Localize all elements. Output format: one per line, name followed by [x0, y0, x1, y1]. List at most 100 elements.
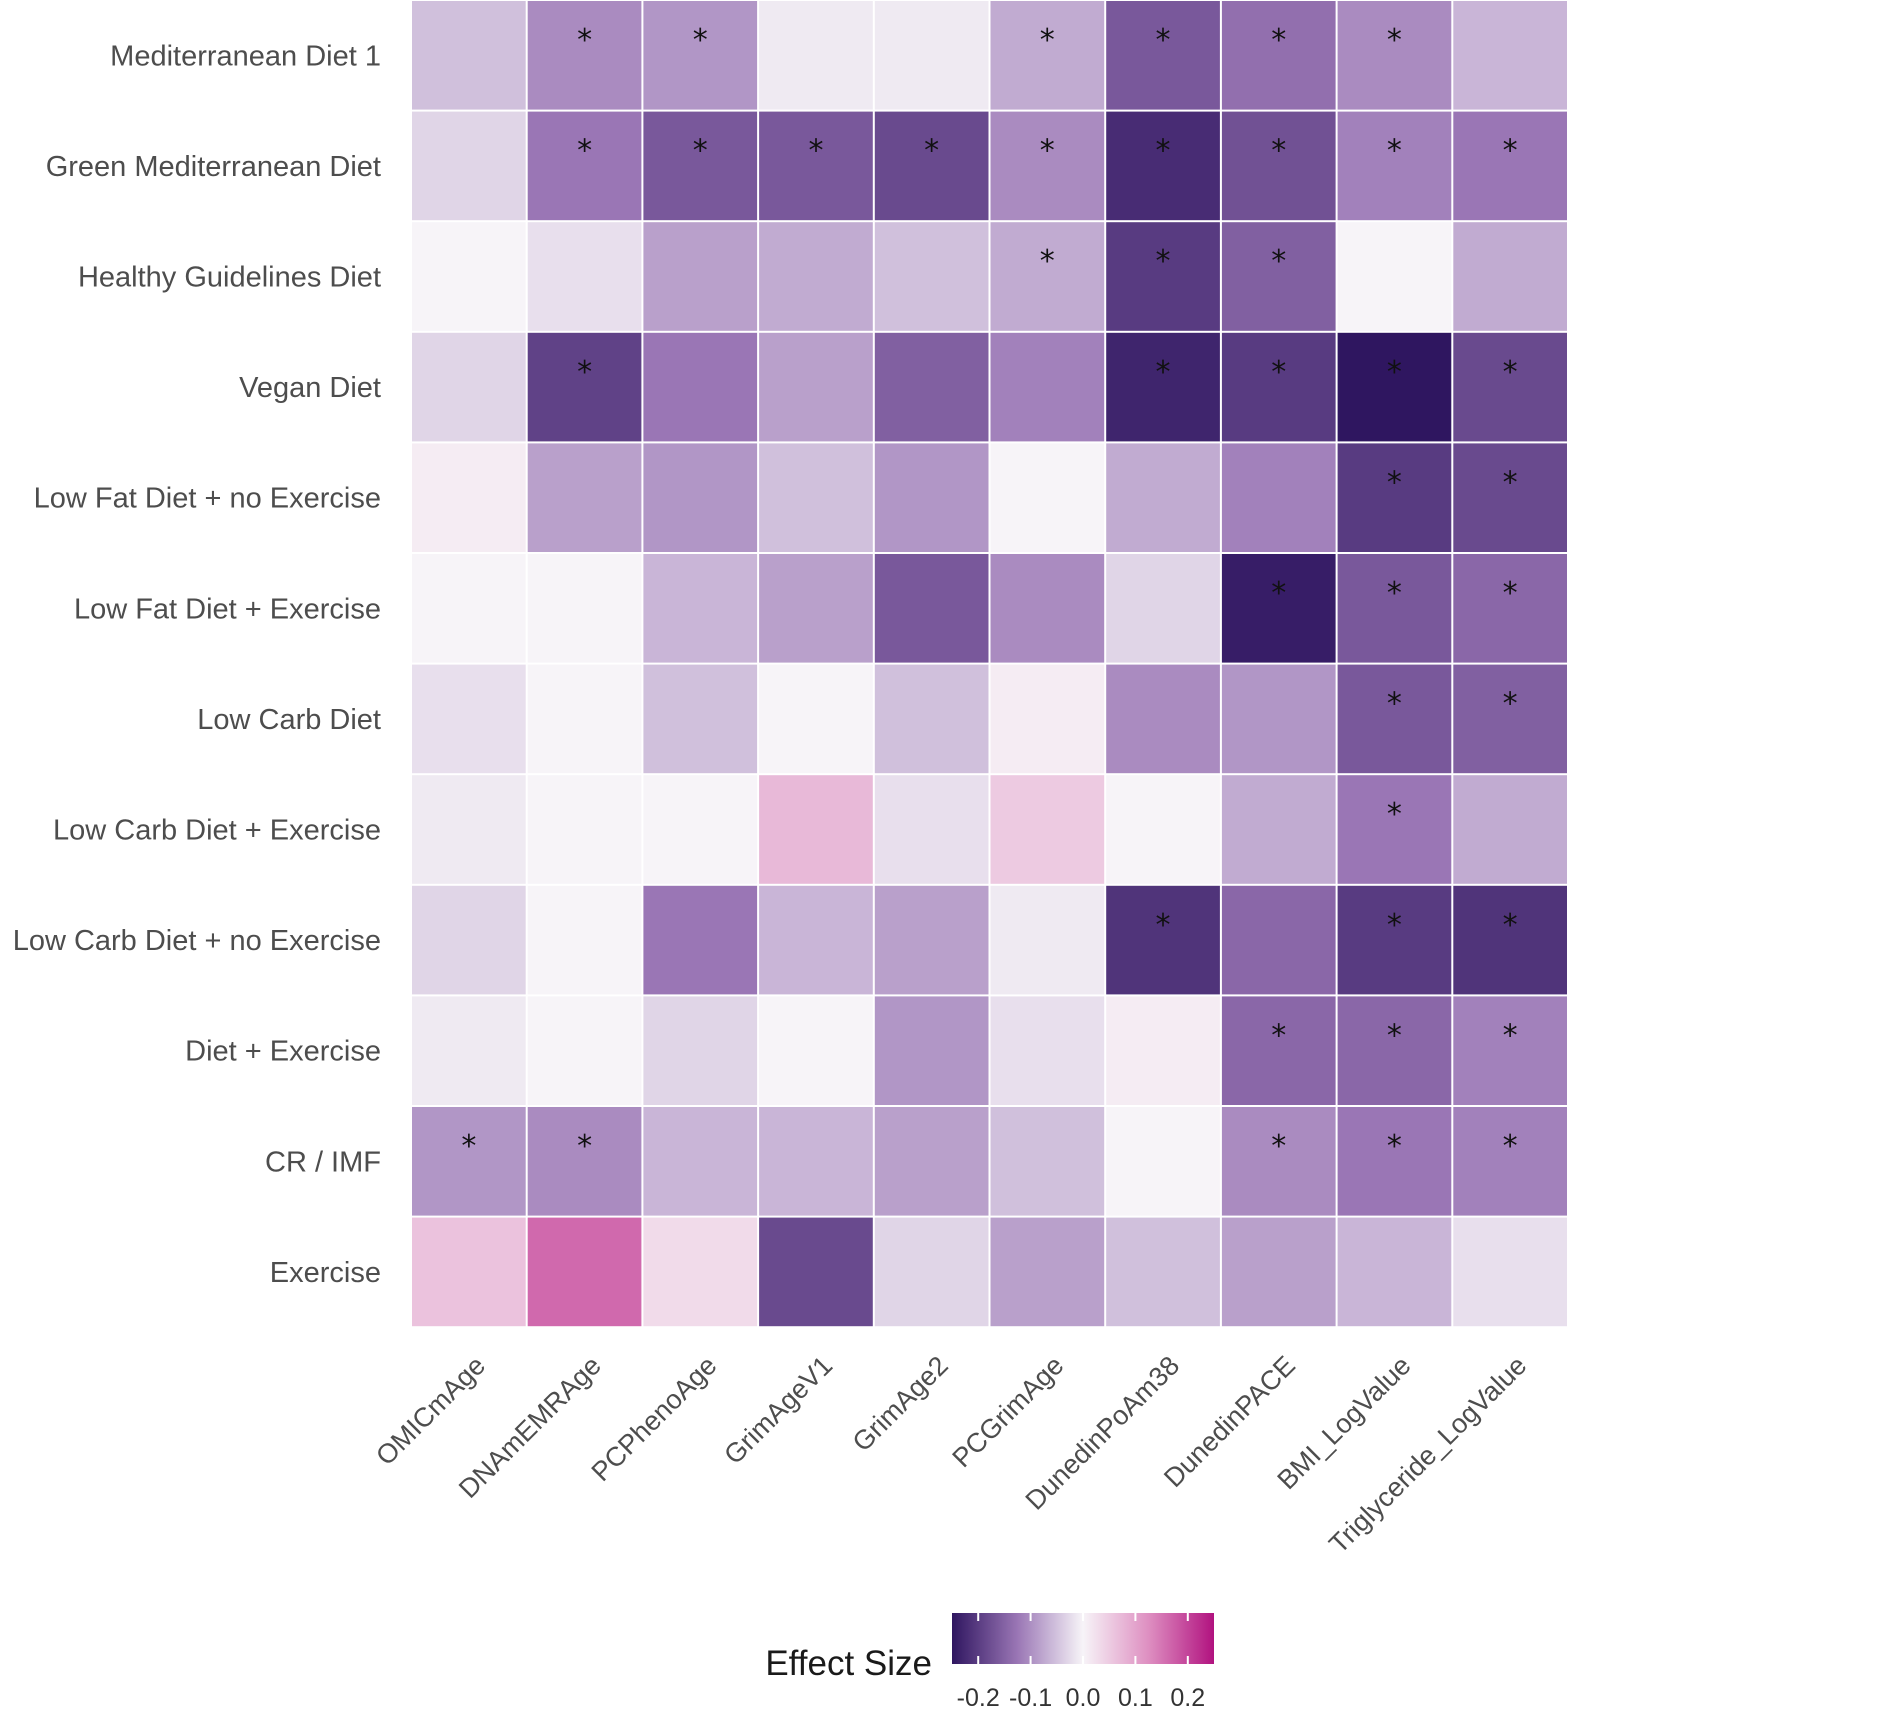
heatmap-cell	[1337, 664, 1452, 774]
heatmap-cell	[1221, 996, 1336, 1105]
heatmap-cell	[1337, 1217, 1452, 1327]
row-label: Green Mediterranean Diet	[46, 151, 381, 183]
heatmap-cell	[1221, 222, 1336, 331]
heatmap-cell	[1453, 885, 1567, 995]
heatmap-cell	[874, 222, 989, 331]
significance-star: *	[1156, 134, 1171, 169]
heatmap-cell	[990, 332, 1105, 442]
legend-tick-label: -0.1	[1009, 1684, 1052, 1712]
heatmap-cell	[643, 332, 758, 442]
heatmap-cell	[1453, 554, 1567, 663]
significance-star: *	[577, 1129, 592, 1164]
heatmap-cell	[412, 1, 526, 110]
legend-title: Effect Size	[765, 1644, 932, 1683]
heatmap-cell	[527, 885, 642, 995]
significance-star: *	[461, 1129, 476, 1164]
heatmap-cell	[643, 443, 758, 552]
heatmap-cell	[759, 554, 873, 663]
heatmap-cell	[643, 1, 758, 110]
heatmap-cell	[1453, 996, 1567, 1105]
heatmap-cell	[1221, 332, 1336, 442]
significance-star: *	[1387, 797, 1402, 832]
significance-star: *	[1271, 355, 1286, 390]
heatmap-cell	[527, 775, 642, 884]
heatmap-cell	[1221, 111, 1336, 221]
heatmap-cell	[1106, 222, 1220, 331]
heatmap-cell	[759, 111, 873, 221]
significance-star: *	[693, 134, 708, 169]
heatmap-cell	[1106, 443, 1220, 552]
heatmap-cell	[412, 554, 526, 663]
heatmap-cell	[1106, 554, 1220, 663]
significance-star: *	[1503, 134, 1518, 169]
heatmap-cell	[990, 1217, 1105, 1327]
significance-star: *	[1387, 908, 1402, 943]
heatmap-cell	[874, 885, 989, 995]
heatmap-cell	[1453, 664, 1567, 774]
significance-star: *	[1271, 134, 1286, 169]
heatmap-cell	[990, 443, 1105, 552]
heatmap-cell	[643, 554, 758, 663]
heatmap-cell	[874, 1217, 989, 1327]
heatmap-cell	[527, 554, 642, 663]
heatmap-cell	[990, 996, 1105, 1105]
heatmap-cell	[1106, 1217, 1220, 1327]
significance-star: *	[577, 355, 592, 390]
heatmap-cell	[1337, 1107, 1452, 1216]
heatmap-cell	[1221, 1, 1336, 110]
significance-star: *	[1503, 908, 1518, 943]
heatmap-cell	[643, 996, 758, 1105]
column-label: OMICmAge	[370, 1350, 491, 1471]
heatmap-cell	[412, 775, 526, 884]
column-label: Triglyceride_LogValue	[1323, 1350, 1532, 1559]
heatmap-cell	[1221, 1217, 1336, 1327]
row-label: Healthy Guidelines Diet	[78, 262, 381, 294]
significance-star: *	[1387, 1129, 1402, 1164]
heatmap-cell	[1453, 1, 1567, 110]
heatmap-cell	[1221, 664, 1336, 774]
legend-colorbar	[952, 1613, 1214, 1664]
heatmap-cell	[1106, 664, 1220, 774]
heatmap-cell	[1453, 443, 1567, 552]
heatmap-cell	[874, 664, 989, 774]
column-label: PCGrimAge	[946, 1350, 1069, 1473]
significance-star: *	[1387, 576, 1402, 611]
significance-star: *	[1271, 576, 1286, 611]
heatmap-cell	[1453, 332, 1567, 442]
heatmap-cell	[874, 443, 989, 552]
significance-star: *	[1503, 1018, 1518, 1053]
legend: Effect Size -0.2 -0.1 0.0 0.1 0.2	[765, 1613, 1214, 1712]
heatmap-cell	[1337, 332, 1452, 442]
heatmap-cell	[759, 443, 873, 552]
heatmap-cell	[874, 554, 989, 663]
heatmap-cell	[643, 1107, 758, 1216]
heatmap-cell	[759, 885, 873, 995]
significance-star: *	[1503, 1129, 1518, 1164]
heatmap-cell	[1453, 775, 1567, 884]
significance-star: *	[1040, 23, 1055, 58]
heatmap-cell	[759, 1217, 873, 1327]
heatmap-cell	[759, 996, 873, 1105]
significance-star: *	[1271, 1018, 1286, 1053]
heatmap-cell	[990, 775, 1105, 884]
heatmap-cell	[527, 1, 642, 110]
heatmap-cell	[759, 1107, 873, 1216]
heatmap-cell	[412, 443, 526, 552]
heatmap-cell	[874, 1, 989, 110]
legend-tick-label: -0.2	[957, 1684, 1000, 1712]
heatmap-cell	[412, 885, 526, 995]
heatmap-cell	[412, 1217, 526, 1327]
heatmap-cell	[1221, 885, 1336, 995]
heatmap-cell	[1221, 775, 1336, 884]
heatmap-cell	[1337, 996, 1452, 1105]
heatmap-cell	[990, 1107, 1105, 1216]
significance-star: *	[1503, 576, 1518, 611]
heatmap-cell	[874, 996, 989, 1105]
significance-star: *	[1387, 687, 1402, 722]
heatmap-cell	[412, 222, 526, 331]
row-label: Exercise	[270, 1257, 381, 1289]
row-label: Vegan Diet	[239, 372, 381, 404]
significance-star: *	[1503, 687, 1518, 722]
